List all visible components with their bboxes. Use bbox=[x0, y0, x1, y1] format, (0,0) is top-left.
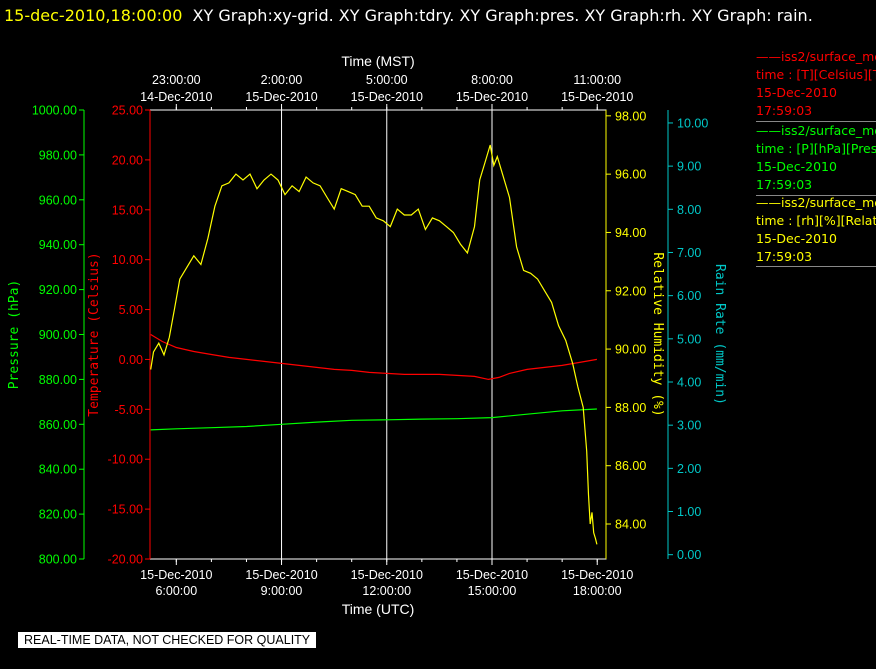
series-layer bbox=[150, 144, 598, 545]
pressure-tick-label: 880.00 bbox=[39, 373, 77, 387]
x-tick-label-date: 15-Dec-2010 bbox=[456, 568, 528, 582]
pressure-tick-label: 860.00 bbox=[39, 418, 77, 432]
rh-tick-label: 90.00 bbox=[615, 343, 646, 357]
legend-pressure: ——iss2/surface_me time : [P][hPa][Pres 1… bbox=[756, 122, 876, 194]
pressure-tick-label: 840.00 bbox=[39, 463, 77, 477]
x-top-tick-label-date: 14-Dec-2010 bbox=[140, 90, 212, 104]
rain-tick-label: 3.00 bbox=[677, 419, 701, 433]
temperature-tick-label: 15.00 bbox=[112, 203, 143, 217]
pressure-axis-label: Pressure (hPa) bbox=[7, 280, 22, 390]
pressure-tick-label: 820.00 bbox=[39, 508, 77, 522]
grid-layer bbox=[281, 110, 493, 559]
x-tick-label-date: 15-Dec-2010 bbox=[245, 568, 317, 582]
rain-axis-label: Rain Rate (mm/min) bbox=[712, 264, 727, 405]
pressure-tick-label: 980.00 bbox=[39, 148, 77, 162]
x-top-tick-label-time: 5:00:00 bbox=[366, 73, 408, 87]
legend-rh-time: 17:59:03 bbox=[756, 249, 813, 264]
x-tick-label-time: 6:00:00 bbox=[155, 584, 197, 598]
x-top-tick-label-date: 15-Dec-2010 bbox=[351, 90, 423, 104]
rain-tick-label: 0.00 bbox=[677, 548, 701, 562]
temperature-tick-label: -5.00 bbox=[115, 403, 144, 417]
graph-list: XY Graph:xy-grid. XY Graph:tdry. XY Grap… bbox=[192, 6, 813, 25]
plot-frame bbox=[149, 109, 607, 560]
rain-tick-label: 2.00 bbox=[677, 462, 701, 476]
x-top-tick-label-time: 11:00:00 bbox=[573, 73, 621, 87]
legend-temperature-line1: ——iss2/surface_me bbox=[756, 49, 876, 64]
x-tick-label-time: 15:00:00 bbox=[468, 584, 517, 598]
legend-pressure-time: 17:59:03 bbox=[756, 177, 813, 192]
rh-tick-label: 84.00 bbox=[615, 518, 646, 532]
x-tick-label-time: 12:00:00 bbox=[362, 584, 411, 598]
temperature-axis-label: Temperature (Celsius) bbox=[87, 252, 102, 416]
quality-notice: REAL-TIME DATA, NOT CHECKED FOR QUALITY bbox=[18, 632, 317, 648]
rain-tick-label: 4.00 bbox=[677, 375, 701, 389]
legend-pressure-line2: time : [P][hPa][Pres bbox=[756, 141, 876, 156]
legend-temperature: ——iss2/surface_me time : [T][Celsius][T … bbox=[756, 48, 876, 120]
rh-tick-label: 92.00 bbox=[615, 284, 646, 298]
x-top-tick-label-time: 23:00:00 bbox=[152, 73, 201, 87]
temperature-tick-label: 10.00 bbox=[112, 253, 143, 267]
legend-rh-date: 15-Dec-2010 bbox=[756, 231, 837, 246]
pressure-tick-label: 960.00 bbox=[39, 193, 77, 207]
temperature-tick-label: 25.00 bbox=[112, 104, 143, 118]
legend-rh-line1: ——iss2/surface_me bbox=[756, 195, 876, 210]
temperature-tick-label: -15.00 bbox=[108, 503, 143, 517]
rh-axis-label: Relative Humidity (%) bbox=[650, 252, 665, 416]
rh-tick-label: 94.00 bbox=[615, 226, 646, 240]
rain-tick-label: 1.00 bbox=[677, 505, 701, 519]
temperature-series-line bbox=[150, 333, 598, 381]
pressure-tick-label: 920.00 bbox=[39, 283, 77, 297]
x-top-tick-label-time: 8:00:00 bbox=[471, 73, 513, 87]
legend-pressure-line1: ——iss2/surface_me bbox=[756, 123, 876, 138]
legend-sep-1 bbox=[756, 48, 876, 122]
rain-tick-label: 7.00 bbox=[677, 246, 701, 260]
rh-tick-label: 96.00 bbox=[615, 168, 646, 182]
rh-series-line bbox=[150, 144, 598, 545]
rain-tick-label: 10.00 bbox=[677, 116, 708, 130]
x-tick-label-date: 15-Dec-2010 bbox=[351, 568, 423, 582]
legend-temperature-time: 17:59:03 bbox=[756, 103, 813, 118]
rain-tick-label: 6.00 bbox=[677, 289, 701, 303]
legend-sep-2 bbox=[756, 122, 876, 196]
temperature-tick-label: -10.00 bbox=[108, 453, 143, 467]
x-tick-label-time: 18:00:00 bbox=[573, 584, 622, 598]
pressure-tick-label: 940.00 bbox=[39, 238, 77, 252]
x-top-tick-label-date: 15-Dec-2010 bbox=[245, 90, 317, 104]
timestamp: 15-dec-2010,18:00:00 bbox=[4, 6, 183, 25]
legend-rh: ——iss2/surface_me time : [rh][%][Relati … bbox=[756, 194, 876, 266]
pressure-tick-label: 1000.00 bbox=[32, 104, 77, 118]
legend-temperature-date: 15-Dec-2010 bbox=[756, 85, 837, 100]
rain-tick-label: 5.00 bbox=[677, 332, 701, 346]
temperature-tick-label: 20.00 bbox=[112, 153, 143, 167]
x-tick-label-time: 9:00:00 bbox=[261, 584, 303, 598]
rain-tick-label: 8.00 bbox=[677, 203, 701, 217]
x-top-tick-label-time: 2:00:00 bbox=[261, 73, 303, 87]
temperature-tick-label: 5.00 bbox=[119, 303, 143, 317]
legend-rh-line2: time : [rh][%][Relati bbox=[756, 213, 876, 228]
rh-tick-label: 98.00 bbox=[615, 109, 646, 123]
rh-tick-label: 88.00 bbox=[615, 401, 646, 415]
pressure-tick-label: 800.00 bbox=[39, 553, 77, 567]
x-top-axis-label: Time (MST) bbox=[341, 53, 414, 69]
x-tick-label-date: 15-Dec-2010 bbox=[561, 568, 633, 582]
rh-tick-label: 86.00 bbox=[615, 459, 646, 473]
pressure-series-line bbox=[150, 408, 597, 431]
legend-temperature-line2: time : [T][Celsius][T bbox=[756, 67, 876, 82]
x-top-tick-label-date: 15-Dec-2010 bbox=[561, 90, 633, 104]
temperature-tick-label: -20.00 bbox=[108, 553, 143, 567]
rain-tick-label: 9.00 bbox=[677, 160, 701, 174]
temperature-tick-label: 0.00 bbox=[119, 353, 143, 367]
pressure-tick-label: 900.00 bbox=[39, 328, 77, 342]
chart-title: 15-dec-2010,18:00:00 XY Graph:xy-grid. X… bbox=[4, 2, 864, 29]
legend-pressure-date: 15-Dec-2010 bbox=[756, 159, 837, 174]
axes-layer: 15-Dec-2010 6:00:00 15-Dec-2010 9:00:00 15-D… bbox=[7, 53, 727, 617]
x-top-tick-label-date: 15-Dec-2010 bbox=[456, 90, 528, 104]
x-tick-label-date: 15-Dec-2010 bbox=[140, 568, 212, 582]
legend-sep-3 bbox=[756, 194, 876, 267]
x-axis-label: Time (UTC) bbox=[342, 601, 415, 617]
